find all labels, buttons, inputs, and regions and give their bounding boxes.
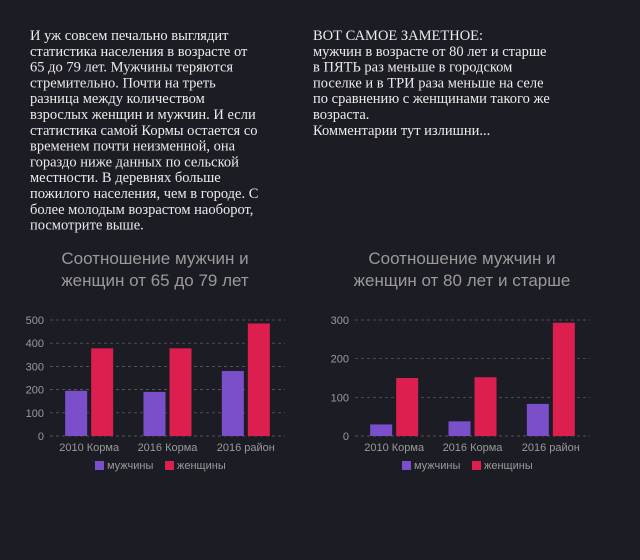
bar [474, 377, 497, 436]
paragraph-line: возраста. [313, 107, 369, 123]
paragraph-line: стремительно. Почти на треть [30, 75, 216, 91]
legend-label: женщины [484, 460, 533, 472]
legend-swatch [95, 461, 104, 470]
paragraph-line: статистика населения в возрасте от [30, 44, 248, 60]
paragraph-line: взрослых женщин и мужчин. И если [30, 107, 256, 123]
paragraph-line: мужчин в возрасте от 80 лет и старше [313, 44, 546, 60]
paragraph-line: временем почти неизменной, она [30, 139, 236, 155]
paragraph-line: гораздо ниже данных по сельской [30, 154, 239, 170]
legend-swatch [402, 461, 411, 470]
legend-swatch [472, 461, 481, 470]
bar [221, 371, 244, 436]
paragraph-line: 65 до 79 лет. Мужчины теряются [30, 60, 233, 76]
bar [552, 322, 575, 436]
y-tick-label: 300 [331, 315, 349, 327]
y-tick-label: 200 [26, 385, 44, 397]
paragraph-line: Комментарии тут излишни... [313, 123, 490, 139]
paragraph-line: посмотрите выше. [30, 218, 144, 234]
y-tick-label: 400 [26, 338, 44, 350]
y-tick-label: 500 [26, 315, 44, 327]
paragraph-line: ВОТ САМОЕ ЗАМЕТНОЕ: [313, 28, 483, 44]
paragraph-line: по сравнению с женщинами такого же [313, 91, 550, 107]
paragraph-line: местности. В деревнях больше [30, 170, 221, 186]
y-tick-label: 200 [331, 354, 349, 366]
y-tick-label: 0 [343, 431, 349, 443]
y-tick-label: 100 [331, 392, 349, 404]
bar [143, 391, 166, 436]
y-tick-label: 0 [38, 431, 44, 443]
chart-title: Соотношение мужчин и [368, 249, 555, 268]
bar [370, 424, 393, 436]
x-tick-label: 2010 Корма [59, 442, 120, 454]
legend-swatch [165, 461, 174, 470]
legend-label: мужчины [107, 460, 153, 472]
x-tick-label: 2016 район [217, 442, 275, 454]
x-tick-label: 2016 район [522, 442, 580, 454]
paragraph-line: пожилого населения, чем в городе. С [30, 186, 258, 202]
bar [448, 421, 471, 436]
paragraph-line: И уж совсем печально выглядит [30, 28, 229, 44]
paragraph-line: в ПЯТЬ раз меньше в городском [313, 60, 512, 76]
chart-title: женщин от 65 до 79 лет [61, 271, 249, 290]
bar [526, 403, 549, 436]
bar [65, 390, 88, 436]
chart-title: женщин от 80 лет и старше [354, 271, 571, 290]
legend-label: мужчины [414, 460, 460, 472]
legend-label: женщины [177, 460, 226, 472]
x-tick-label: 2016 Корма [138, 442, 199, 454]
paragraph-line: поселке и в ТРИ раза меньше на селе [313, 75, 544, 91]
chart-title: Соотношение мужчин и [61, 249, 248, 268]
y-tick-label: 100 [26, 408, 44, 420]
paragraph-line: статистика самой Кормы остается со [30, 123, 258, 139]
paragraph-line: разница между количеством [30, 91, 205, 107]
paragraph-line: более молодым возрастом наоборот, [30, 202, 253, 218]
x-tick-label: 2016 Корма [443, 442, 504, 454]
bar [169, 348, 192, 436]
bar [91, 348, 114, 436]
bar [247, 323, 270, 436]
y-tick-label: 300 [26, 361, 44, 373]
bar [396, 378, 419, 436]
x-tick-label: 2010 Корма [364, 442, 425, 454]
